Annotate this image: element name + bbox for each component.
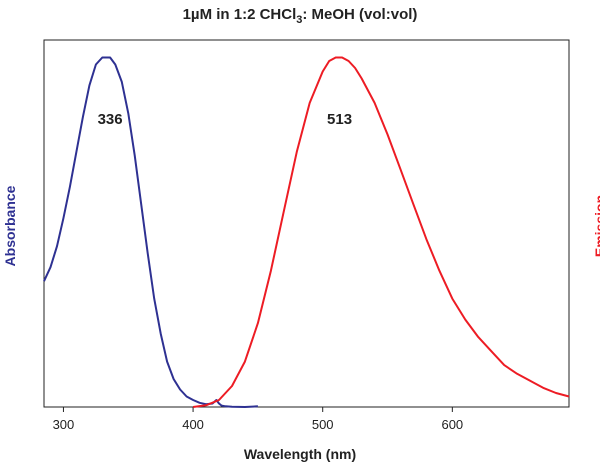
x-tick-label: 300	[53, 417, 75, 432]
x-tick-label: 400	[182, 417, 204, 432]
x-tick-label: 600	[441, 417, 463, 432]
emission-series-line	[192, 56, 570, 408]
chart-title: 1µM in 1:2 CHCl3: MeOH (vol:vol)	[182, 6, 418, 26]
y-axis-label-emission: Emission	[592, 194, 600, 258]
absorbance-series-line	[43, 56, 258, 408]
x-axis-label: Wavelength (nm)	[243, 446, 357, 462]
plot-frame	[43, 39, 570, 408]
x-tick-label: 500	[312, 417, 334, 432]
peak-label: 336	[98, 111, 123, 128]
peak-label: 513	[327, 111, 352, 128]
y-axis-label-absorbance: Absorbance	[2, 185, 18, 267]
